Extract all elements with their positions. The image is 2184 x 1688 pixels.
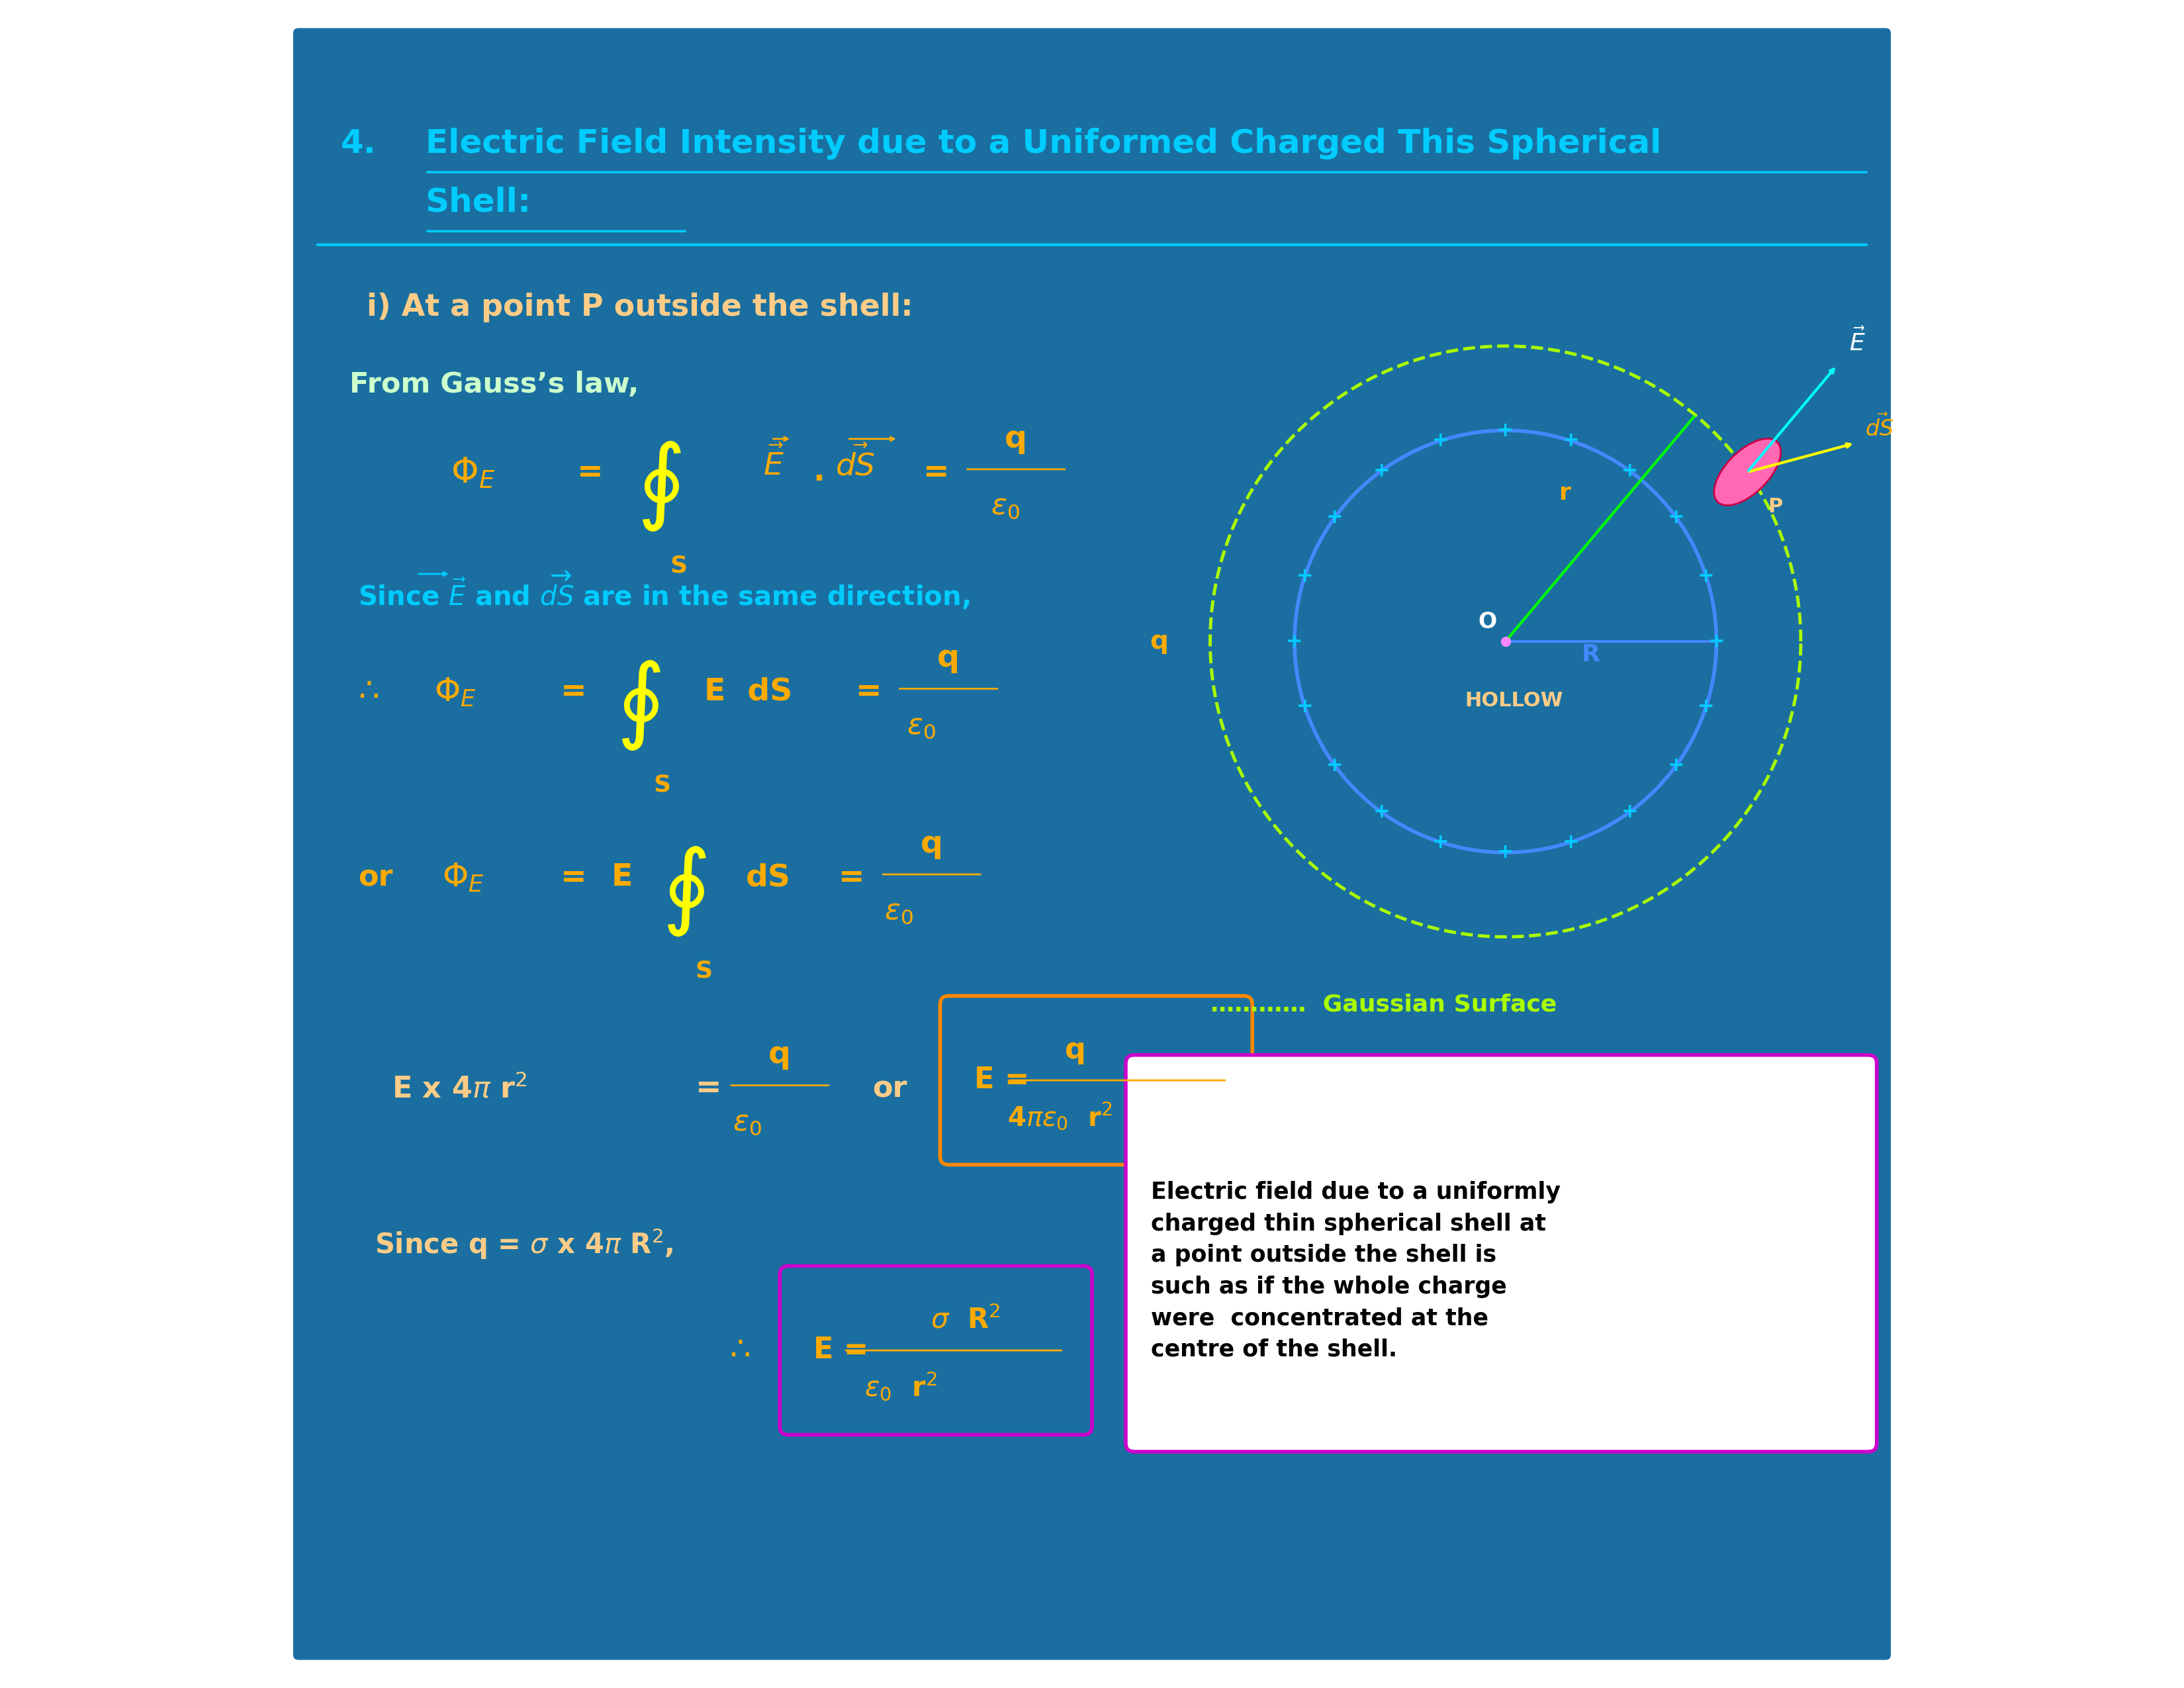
FancyBboxPatch shape xyxy=(939,996,1251,1165)
Text: q: q xyxy=(769,1040,791,1070)
Text: S: S xyxy=(670,554,688,577)
Text: +: + xyxy=(1326,756,1343,775)
Text: +: + xyxy=(1496,420,1514,441)
Text: Electric Field Intensity due to a Uniformed Charged This Spherical: Electric Field Intensity due to a Unifor… xyxy=(426,128,1662,159)
Text: +: + xyxy=(1496,842,1514,863)
Text: +: + xyxy=(1697,697,1714,716)
Text: $\Phi_E$: $\Phi_E$ xyxy=(441,863,485,893)
Text: $\vec{E}$: $\vec{E}$ xyxy=(1850,327,1865,356)
Text: $\varepsilon_0$: $\varepsilon_0$ xyxy=(885,898,913,925)
Text: +: + xyxy=(1697,567,1714,586)
Text: r: r xyxy=(1559,481,1570,505)
FancyBboxPatch shape xyxy=(780,1266,1092,1435)
Text: Electric field due to a uniformly
charged thin spherical shell at
a point outsid: Electric field due to a uniformly charge… xyxy=(1151,1182,1562,1361)
Text: R: R xyxy=(1581,643,1601,667)
Text: +: + xyxy=(1621,461,1638,481)
Text: $\oint$: $\oint$ xyxy=(616,658,662,753)
Text: +: + xyxy=(1621,802,1638,822)
Text: From Gauss’s law,: From Gauss’s law, xyxy=(349,371,638,398)
Text: Shell:: Shell: xyxy=(426,187,531,218)
Text: E: E xyxy=(612,863,633,893)
Text: $\oint$: $\oint$ xyxy=(662,844,705,939)
Text: E =: E = xyxy=(812,1337,869,1364)
Text: E x 4$\pi$ r$^2$: E x 4$\pi$ r$^2$ xyxy=(391,1074,526,1104)
Text: $\vec{dS}$: $\vec{dS}$ xyxy=(836,446,876,483)
Text: +: + xyxy=(1433,832,1448,852)
FancyBboxPatch shape xyxy=(290,25,1894,1663)
Text: +: + xyxy=(1669,508,1684,527)
Text: $\vec{dS}$: $\vec{dS}$ xyxy=(1865,414,1894,441)
Text: E =: E = xyxy=(974,1067,1029,1094)
Text: +: + xyxy=(1669,756,1684,775)
Text: q: q xyxy=(1005,424,1026,454)
Text: +: + xyxy=(1286,631,1304,652)
FancyBboxPatch shape xyxy=(1125,1055,1876,1452)
Text: 4.: 4. xyxy=(341,128,376,159)
Text: or: or xyxy=(874,1075,906,1102)
Text: $\sigma$  R$^2$: $\sigma$ R$^2$ xyxy=(930,1307,1000,1334)
Text: E  dS: E dS xyxy=(703,677,793,707)
Text: S: S xyxy=(653,773,670,797)
Text: +: + xyxy=(1297,697,1313,716)
Text: +: + xyxy=(1326,508,1343,527)
Text: =: = xyxy=(561,863,587,893)
Text: $\Phi_E$: $\Phi_E$ xyxy=(435,677,476,707)
Text: .: . xyxy=(812,457,836,488)
Text: P: P xyxy=(1767,498,1782,517)
Text: ∴: ∴ xyxy=(358,677,380,707)
Text: $\oint$: $\oint$ xyxy=(636,439,681,533)
Text: Since q = $\sigma$ x 4$\pi$ R$^2$,: Since q = $\sigma$ x 4$\pi$ R$^2$, xyxy=(376,1227,673,1261)
Text: $\vec{E}$: $\vec{E}$ xyxy=(762,447,784,481)
Text: 4$\pi\varepsilon_0$  r$^2$: 4$\pi\varepsilon_0$ r$^2$ xyxy=(1007,1101,1112,1131)
Text: +: + xyxy=(1562,832,1579,852)
Text: +: + xyxy=(1562,430,1579,451)
Text: $\Phi_E$: $\Phi_E$ xyxy=(450,456,496,490)
Text: +: + xyxy=(1374,461,1389,481)
Text: +: + xyxy=(1374,802,1389,822)
Text: dS: dS xyxy=(747,863,791,893)
Text: HOLLOW: HOLLOW xyxy=(1465,690,1564,711)
Text: or: or xyxy=(358,864,393,891)
Text: S: S xyxy=(695,959,712,982)
Text: q: q xyxy=(1064,1036,1085,1063)
Text: i) At a point P outside the shell:: i) At a point P outside the shell: xyxy=(367,292,913,322)
Text: O: O xyxy=(1479,611,1496,633)
Text: =: = xyxy=(577,457,603,488)
Text: =: = xyxy=(839,863,865,893)
Ellipse shape xyxy=(1714,439,1780,505)
Text: =: = xyxy=(695,1074,721,1104)
Text: +: + xyxy=(1297,567,1313,586)
Text: =: = xyxy=(561,677,587,707)
Text: …………  Gaussian Surface: ………… Gaussian Surface xyxy=(1210,993,1557,1016)
Text: ∴: ∴ xyxy=(729,1335,751,1366)
Text: q: q xyxy=(919,829,943,859)
Text: =: = xyxy=(856,677,882,707)
Text: $\varepsilon_0$  r$^2$: $\varepsilon_0$ r$^2$ xyxy=(865,1369,937,1403)
Text: +: + xyxy=(1433,430,1448,451)
Text: =: = xyxy=(924,457,950,488)
Text: Since $\vec{E}$ and $\overrightarrow{dS}$ are in the same direction,: Since $\vec{E}$ and $\overrightarrow{dS}… xyxy=(358,571,970,611)
Text: +: + xyxy=(1708,631,1725,652)
Text: q: q xyxy=(1149,630,1168,653)
Text: $\varepsilon_0$: $\varepsilon_0$ xyxy=(732,1109,762,1136)
Text: $\varepsilon_0$: $\varepsilon_0$ xyxy=(906,712,935,739)
Text: $\varepsilon_0$: $\varepsilon_0$ xyxy=(992,493,1020,520)
Text: q: q xyxy=(937,643,959,674)
